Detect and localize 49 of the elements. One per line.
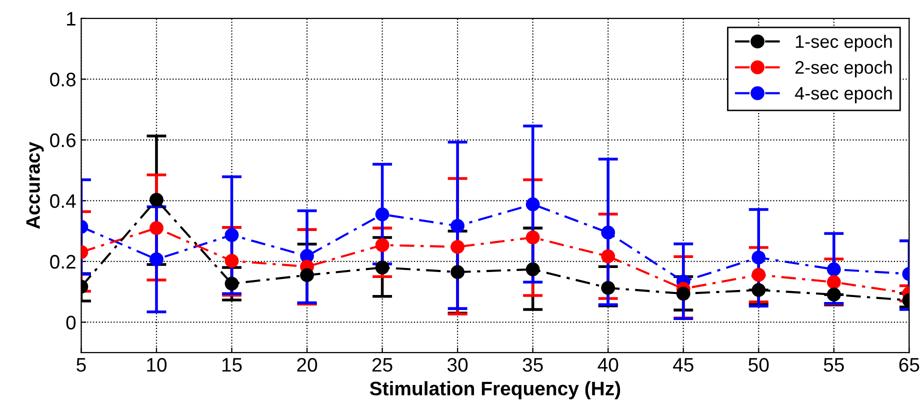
x-tick-label: 35	[522, 358, 543, 372]
y-tick-label: 0.2	[50, 254, 76, 269]
point	[150, 221, 164, 235]
x-tick-label: 65	[899, 358, 920, 372]
point	[826, 288, 841, 302]
legend-label: 2-sec epoch	[795, 60, 892, 78]
y-tick-label: 0.8	[50, 72, 76, 86]
x-axis-title: Stimulation Frequency (Hz)	[370, 381, 620, 400]
x-tick-label: 45	[672, 358, 694, 372]
point	[526, 262, 540, 276]
point	[826, 262, 841, 276]
point	[826, 275, 841, 290]
point	[676, 286, 690, 301]
y-tick-label: 0.4	[50, 194, 76, 208]
x-tick-label: 15	[222, 358, 242, 372]
x-tick-label: 20	[297, 358, 318, 372]
legend-label: 1-sec epoch	[796, 34, 892, 52]
point	[150, 192, 164, 207]
point	[450, 265, 464, 280]
point	[450, 240, 464, 254]
x-tick-label: 55	[824, 358, 844, 372]
x-tick-label: 30	[447, 358, 468, 372]
point	[375, 238, 390, 252]
point	[752, 250, 766, 264]
point	[224, 254, 239, 268]
point	[375, 260, 390, 274]
point	[450, 218, 464, 233]
x-tick-label: 25	[372, 358, 392, 372]
point	[224, 228, 239, 242]
x-tick-label: 10	[147, 358, 167, 372]
point	[150, 252, 164, 266]
y-tick-label: 1	[67, 12, 76, 26]
y-tick-label: 0.6	[50, 133, 76, 148]
point	[526, 197, 540, 212]
point	[601, 280, 616, 295]
point	[526, 230, 540, 244]
x-tick-label: 5	[76, 358, 86, 372]
point	[375, 207, 390, 222]
point	[224, 276, 239, 291]
x-tick-label: 50	[748, 358, 769, 372]
x-tick-label: 40	[598, 358, 618, 372]
point	[752, 268, 766, 282]
y-axis-title: Accuracy	[26, 142, 44, 229]
y-tick-label: 0	[66, 316, 76, 330]
point	[300, 268, 314, 282]
point	[601, 249, 616, 264]
point	[601, 226, 616, 240]
legend-label: 4-sec epoch	[794, 86, 892, 104]
point	[752, 283, 766, 297]
